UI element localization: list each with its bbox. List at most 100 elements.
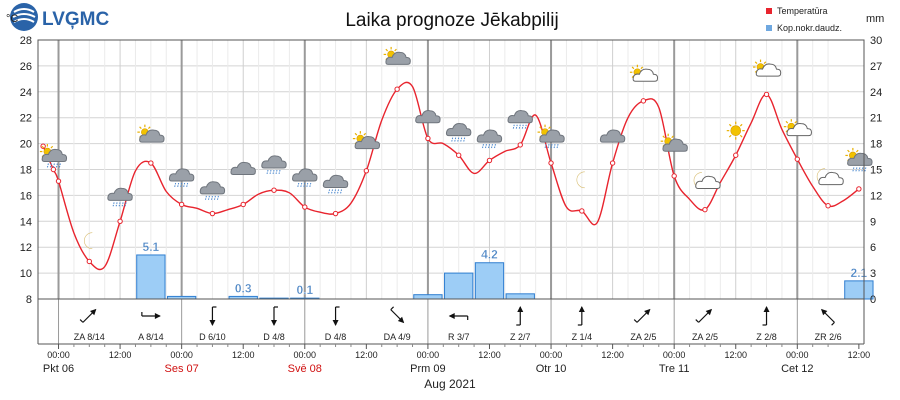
y-left-tick: 22 xyxy=(20,113,32,125)
y-right-tick: 6 xyxy=(870,242,876,254)
y-left-tick: 18 xyxy=(20,165,32,177)
wind-arrow xyxy=(516,306,524,326)
precip-bar xyxy=(844,280,874,300)
y-right-unit: mm xyxy=(866,13,884,25)
wind-arrow xyxy=(448,313,469,320)
time-tick-label: 00:00 xyxy=(663,350,686,360)
time-tick-label: 00:00 xyxy=(540,350,563,360)
day-label: Prm 09 xyxy=(410,363,445,375)
weather-icons xyxy=(39,46,873,250)
precip-bar xyxy=(136,254,166,300)
temperature-point xyxy=(794,156,801,162)
time-tick-label: 12:00 xyxy=(848,350,871,360)
day-label: Ses 07 xyxy=(165,363,199,375)
logo-text: LVĢMC xyxy=(42,9,109,30)
y-right-tick: 9 xyxy=(870,216,876,228)
y-right-tick: 3 xyxy=(870,268,876,280)
cloud-rain-icon xyxy=(107,187,133,207)
cloud-icon xyxy=(599,129,626,143)
wind-arrow xyxy=(79,308,97,323)
sun-cloud-icon xyxy=(137,124,165,143)
temperature-point xyxy=(425,135,431,142)
sun-cloud-icon xyxy=(660,133,688,152)
y-left-tick: 20 xyxy=(20,139,32,151)
day-label: Otr 10 xyxy=(536,363,567,375)
time-tick-label: 00:00 xyxy=(294,350,317,360)
legend-swatch-precipitation xyxy=(766,25,772,31)
temperature-point xyxy=(671,173,677,179)
wind-arrow xyxy=(821,308,835,326)
cloud-icon xyxy=(230,161,256,175)
precip-bar-label: 0.1 xyxy=(296,283,313,297)
sun-cloud-rain-icon xyxy=(39,144,68,168)
wind-arrow xyxy=(695,308,713,323)
sun-cloud-outline-icon xyxy=(629,64,659,82)
moon-icon xyxy=(576,171,585,189)
temperature-point xyxy=(178,201,185,208)
wind-label: Z 2/7 xyxy=(510,332,531,342)
wind-label: D 4/8 xyxy=(325,332,347,342)
wind-label: ZR 2/6 xyxy=(815,332,842,342)
legend: Temperatūra Kop.nokr.daudz. xyxy=(766,6,842,33)
wind-arrow xyxy=(332,306,340,326)
legend-label-precipitation: Kop.nokr.daudz. xyxy=(777,23,842,33)
temperature-line xyxy=(42,81,860,271)
temperature-point xyxy=(86,258,93,265)
sun-cloud-rain-icon xyxy=(537,124,565,149)
y-right-tick: 21 xyxy=(870,113,882,125)
temperature-point xyxy=(825,203,831,209)
wind-label: DA 4/9 xyxy=(384,332,411,342)
sun-cloud-icon xyxy=(383,46,411,65)
precip-bar xyxy=(444,272,474,300)
wind-arrow xyxy=(141,312,161,319)
temperature-point xyxy=(856,186,862,192)
moon-cloud-outline-icon xyxy=(816,168,844,186)
cloud-icon xyxy=(415,110,441,124)
wind-row: ZA 8/14 A 8/14 D 6/10 D 4/8 D 4/8 DA 4/9 R 3/7… xyxy=(74,306,842,342)
wind-label: R 3/7 xyxy=(448,332,470,342)
temperature-point xyxy=(363,168,370,174)
y-left-tick: 24 xyxy=(20,87,32,99)
chart-title: Laika prognoze Jēkabpilij xyxy=(345,10,558,31)
time-tick-label: 00:00 xyxy=(170,350,193,360)
sun-icon xyxy=(726,121,745,140)
precip-bar xyxy=(474,262,505,300)
temperature-point xyxy=(763,91,770,98)
sun-cloud-rain-icon xyxy=(845,147,873,172)
precip-bar xyxy=(413,294,443,300)
y-left-tick: 26 xyxy=(20,61,32,73)
wind-arrow xyxy=(271,306,278,326)
cloud-rain-icon xyxy=(445,123,472,142)
y-left-tick: 16 xyxy=(20,190,32,202)
y-right-tick: 0 xyxy=(870,294,876,306)
time-tick-label: 00:00 xyxy=(417,350,440,360)
wind-label: Z 1/4 xyxy=(572,332,593,342)
legend-swatch-temperature xyxy=(766,8,772,14)
y-left-tick: 8 xyxy=(26,294,32,306)
time-tick-label: 12:00 xyxy=(355,350,378,360)
day-label: Cet 12 xyxy=(781,363,813,375)
cloud-rain-icon xyxy=(261,155,287,175)
temperature-point xyxy=(40,143,46,149)
temperature-series xyxy=(40,81,862,271)
temperature-point xyxy=(209,210,216,217)
sun-cloud-outline-icon xyxy=(783,119,812,137)
precip-bar-label: 0.3 xyxy=(235,281,252,295)
temperature-point xyxy=(50,166,57,173)
day-label: Svē 08 xyxy=(288,363,322,375)
moon-cloud-outline-icon xyxy=(693,172,721,189)
temperature-point xyxy=(702,206,708,213)
day-label: Tre 11 xyxy=(659,363,690,375)
sun-cloud-outline-icon xyxy=(753,59,782,77)
temperature-point xyxy=(579,208,585,214)
wind-label: ZA 2/5 xyxy=(630,332,656,342)
precip-bar xyxy=(505,293,535,300)
wind-arrow xyxy=(577,306,585,326)
time-tick-label: 12:00 xyxy=(724,350,747,360)
time-tick-label: 00:00 xyxy=(786,350,809,360)
time-tick-label: 12:00 xyxy=(478,350,501,360)
temperature-point xyxy=(117,218,123,225)
precip-bar-label: 2.1 xyxy=(851,266,868,280)
time-axis: 00:00 12:00 00:00 12:00 00:00 12:00 00:00 12:00… xyxy=(43,344,870,375)
temperature-point xyxy=(517,142,523,148)
